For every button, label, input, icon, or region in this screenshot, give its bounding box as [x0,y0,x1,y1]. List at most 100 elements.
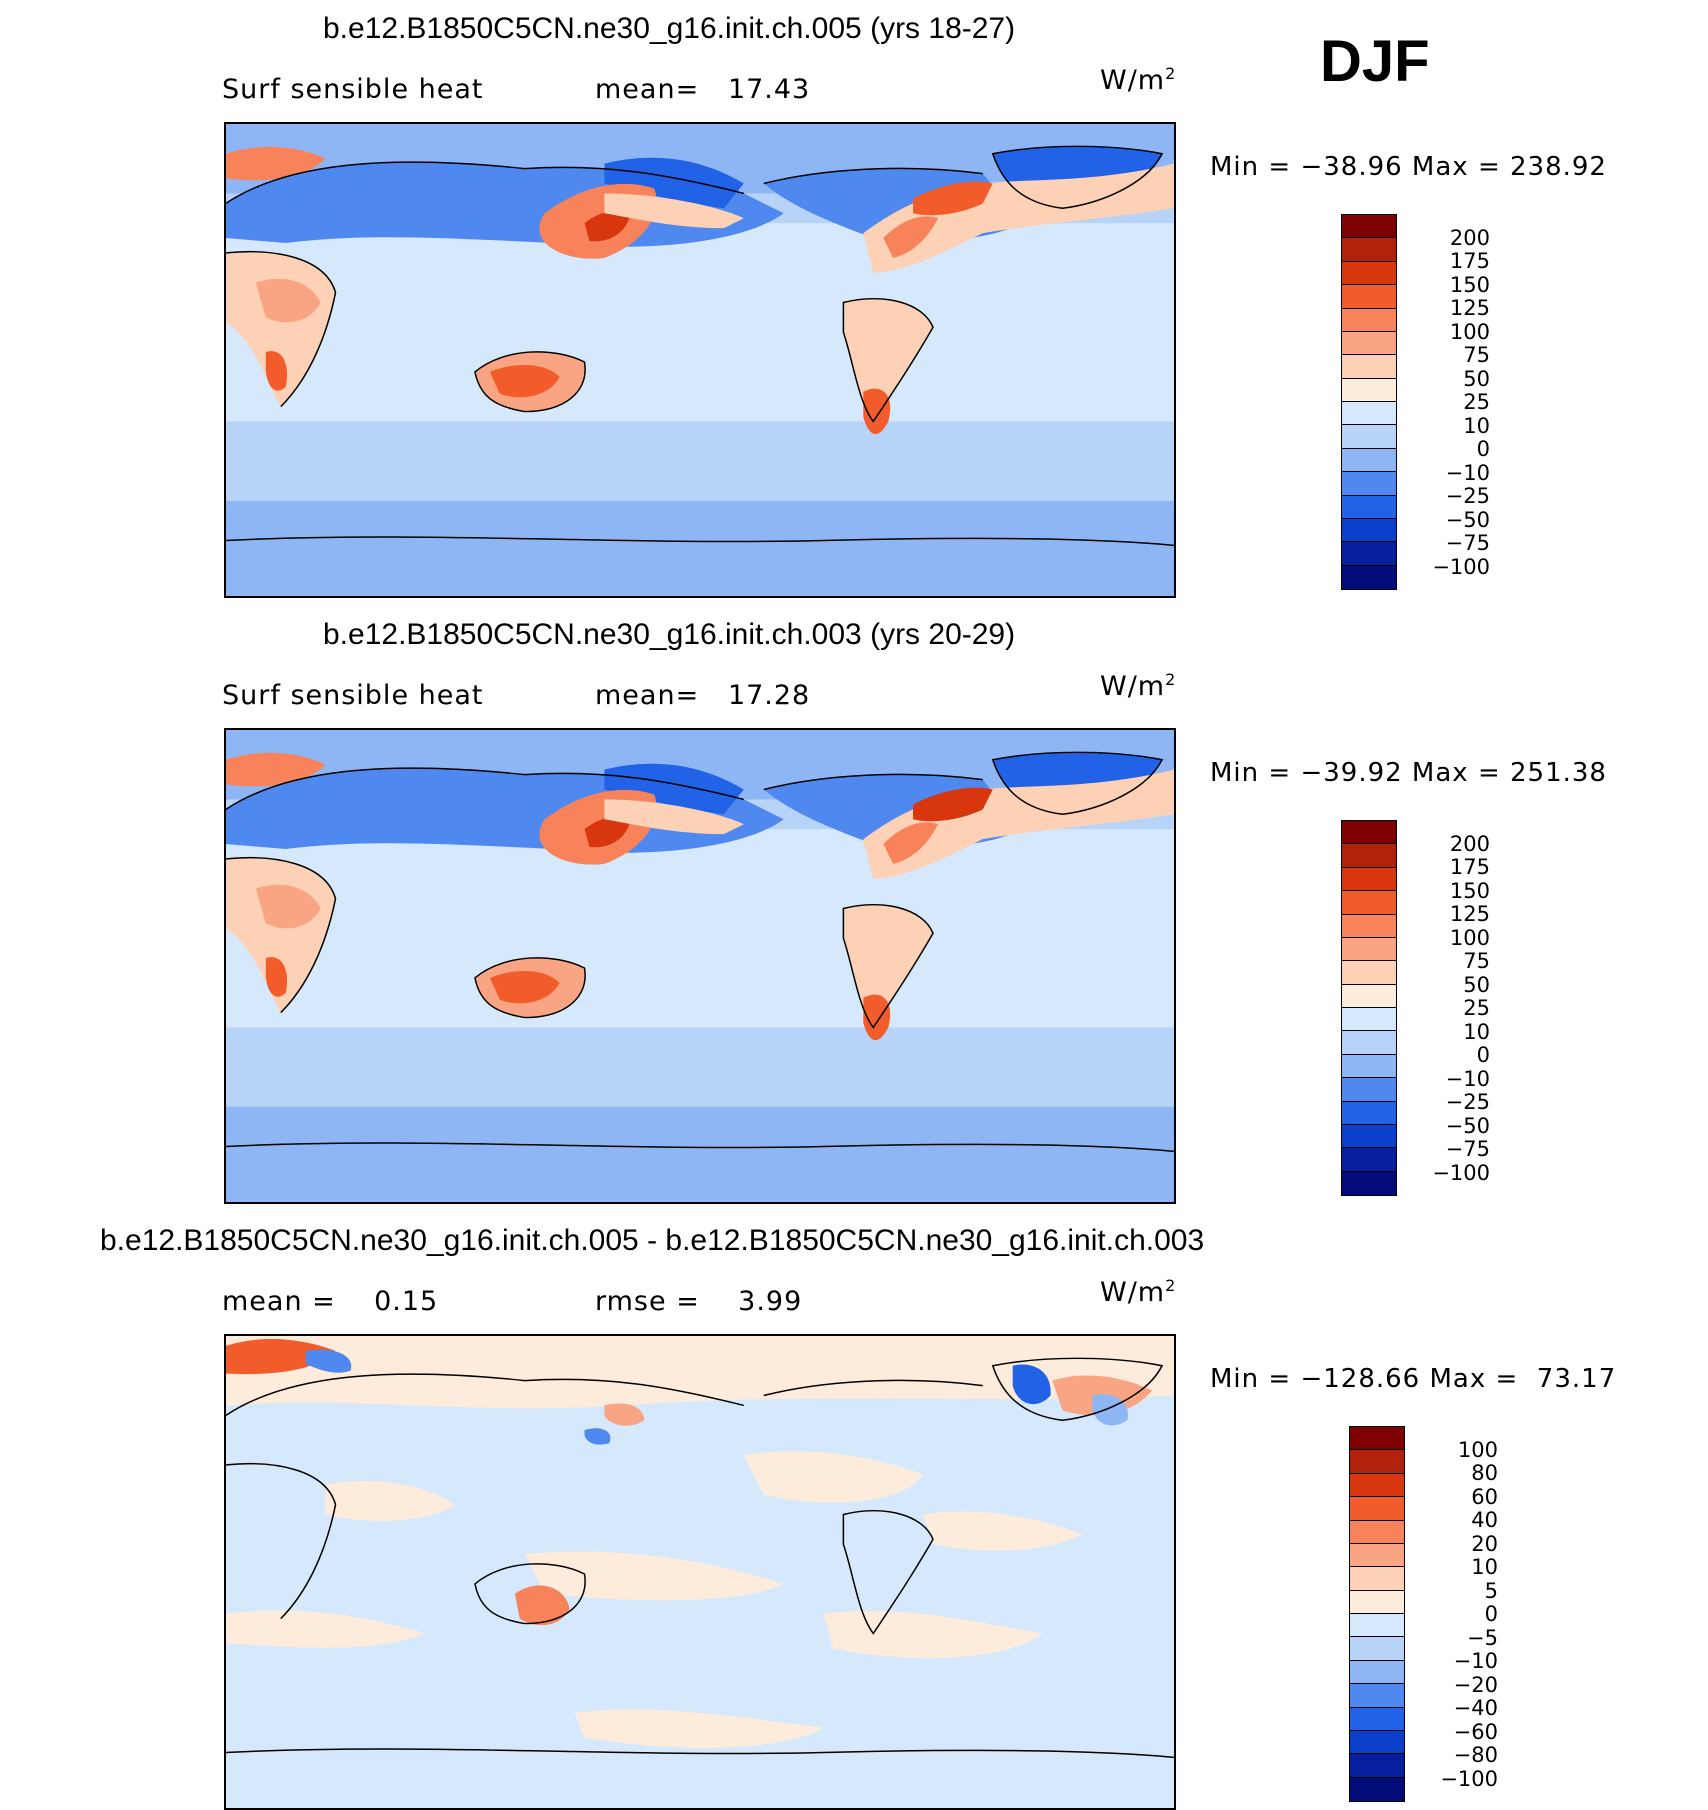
colorbar-tick-label: 0 [1484,1602,1498,1626]
colorbar-swatch [1342,308,1396,332]
panel-3-title: b.e12.B1850C5CN.ne30_g16.init.ch.005 - b… [100,1224,1205,1257]
panel-2-minmax: Min = −39.92 Max = 251.38 [1210,758,1607,788]
colorbar-tick-label: −25 [1445,1090,1490,1114]
colorbar-tick-label: 175 [1449,855,1490,879]
panel-3-map [224,1334,1176,1810]
colorbar-swatch [1342,215,1396,239]
colorbar-tick-label: 20 [1471,1531,1498,1556]
colorbar-swatch [1342,1148,1396,1172]
colorbar-tick-label: 125 [1449,296,1490,320]
colorbar-swatch [1350,1590,1404,1614]
colorbar-tick-label: 50 [1463,972,1490,997]
colorbar-tick-label: −80 [1453,1743,1498,1767]
colorbar-tick-label: 25 [1463,996,1490,1020]
colorbar-swatch [1350,1684,1404,1708]
colorbar-swatch [1342,1078,1396,1102]
colorbar-tick-label: −100 [1432,554,1490,579]
colorbar-tick-label: 200 [1449,831,1490,856]
panel-3-rmse-label: rmse = 3.99 [595,1286,803,1317]
colorbar-tick-label: 75 [1463,949,1490,973]
colorbar-tick-label: −10 [1445,460,1490,485]
colorbar-tick-label: −50 [1445,1113,1490,1138]
colorbar-swatch [1342,542,1396,566]
colorbar-swatch [1350,1497,1404,1521]
colorbar-swatch [1342,1124,1396,1149]
colorbar-tick-label: −25 [1445,484,1490,508]
colorbar-tick-label: 5 [1484,1578,1498,1603]
colorbar-tick-label: −10 [1445,1066,1490,1091]
colorbar-swatch [1342,1171,1396,1195]
colorbar-swatch [1350,1543,1404,1568]
colorbar-swatch [1342,238,1396,262]
colorbar-tick-label: 40 [1471,1508,1498,1532]
panel-1-colorbar-labels: 200 175 150 125 100 75 50 25 10 0 −10 −25 −50 −75 −100 [1410,214,1490,590]
colorbar-swatch [1342,355,1396,379]
colorbar-tick-label: 125 [1449,902,1490,926]
colorbar-swatch [1350,1730,1404,1755]
colorbar-swatch [1342,867,1396,892]
colorbar-tick-label: 100 [1449,319,1490,344]
colorbar-tick-label: 100 [1457,1437,1498,1462]
panel-2-variable-label: Surf sensible heat [222,680,484,711]
colorbar-tick-label: 100 [1449,925,1490,950]
colorbar-swatch [1342,261,1396,286]
panel-1-variable-label: Surf sensible heat [222,74,484,105]
colorbar-swatch [1342,914,1396,938]
colorbar-tick-label: 10 [1471,1555,1498,1579]
colorbar-swatch [1342,425,1396,449]
colorbar-tick-label: 80 [1471,1461,1498,1485]
colorbar-swatch [1342,495,1396,519]
colorbar-swatch [1342,891,1396,915]
panel-3-minmax: Min = −128.66 Max = 73.17 [1210,1364,1617,1394]
colorbar-tick-label: −60 [1453,1719,1498,1744]
colorbar-tick-label: 150 [1449,272,1490,297]
colorbar-swatch [1342,984,1396,1008]
colorbar-swatch [1350,1427,1404,1451]
colorbar-swatch [1342,1008,1396,1032]
season-label: DJF [1320,29,1430,94]
panel-1-minmax: Min = −38.96 Max = 238.92 [1210,152,1607,182]
colorbar-swatch [1342,1054,1396,1079]
colorbar-tick-label: 175 [1449,249,1490,273]
colorbar-swatch [1342,448,1396,473]
panel-3-colorbar-labels: 100 80 60 40 20 10 5 0 −5 −10 −20 −40 −60 −80 −100 [1418,1426,1498,1802]
panel-2-map [224,728,1176,1204]
panel-1-mean-label: mean= 17.43 [595,74,811,105]
colorbar-tick-label: −40 [1453,1696,1498,1720]
colorbar-tick-label: 10 [1463,1019,1490,1044]
panel-1-colorbar [1341,214,1397,590]
colorbar-swatch [1342,378,1396,402]
panel-2-units: W/m2 [1100,670,1177,702]
colorbar-swatch [1350,1520,1404,1544]
colorbar-swatch [1350,1660,1404,1685]
colorbar-tick-label: 25 [1463,390,1490,414]
colorbar-swatch [1350,1777,1404,1801]
panel-2-colorbar [1341,820,1397,1196]
panel-3-units: W/m2 [1100,1276,1177,1308]
colorbar-swatch [1350,1637,1404,1661]
colorbar-tick-label: 0 [1476,437,1490,461]
colorbar-tick-label: −75 [1445,1137,1490,1161]
colorbar-tick-label: −10 [1453,1649,1498,1673]
panel-1-map [224,122,1176,598]
colorbar-tick-label: −20 [1453,1672,1498,1697]
colorbar-tick-label: −100 [1432,1160,1490,1185]
colorbar-swatch [1342,285,1396,309]
panel-2-colorbar-labels: 200 175 150 125 100 75 50 25 10 0 −10 −25 −50 −75 −100 [1410,820,1490,1196]
colorbar-swatch [1342,844,1396,868]
colorbar-swatch [1350,1707,1404,1731]
colorbar-tick-label: −75 [1445,531,1490,555]
colorbar-swatch [1350,1614,1404,1638]
panel-3-mean-label: mean = 0.15 [222,1286,439,1317]
colorbar-swatch [1342,331,1396,356]
colorbar-swatch [1350,1567,1404,1591]
colorbar-tick-label: −50 [1445,507,1490,532]
panel-3-colorbar [1349,1426,1405,1802]
colorbar-tick-label: 200 [1449,225,1490,250]
panel-2-mean-label: mean= 17.28 [595,680,811,711]
colorbar-swatch [1342,1031,1396,1055]
colorbar-swatch [1342,961,1396,985]
colorbar-swatch [1342,472,1396,496]
colorbar-tick-label: −5 [1467,1625,1498,1650]
colorbar-swatch [1342,565,1396,589]
